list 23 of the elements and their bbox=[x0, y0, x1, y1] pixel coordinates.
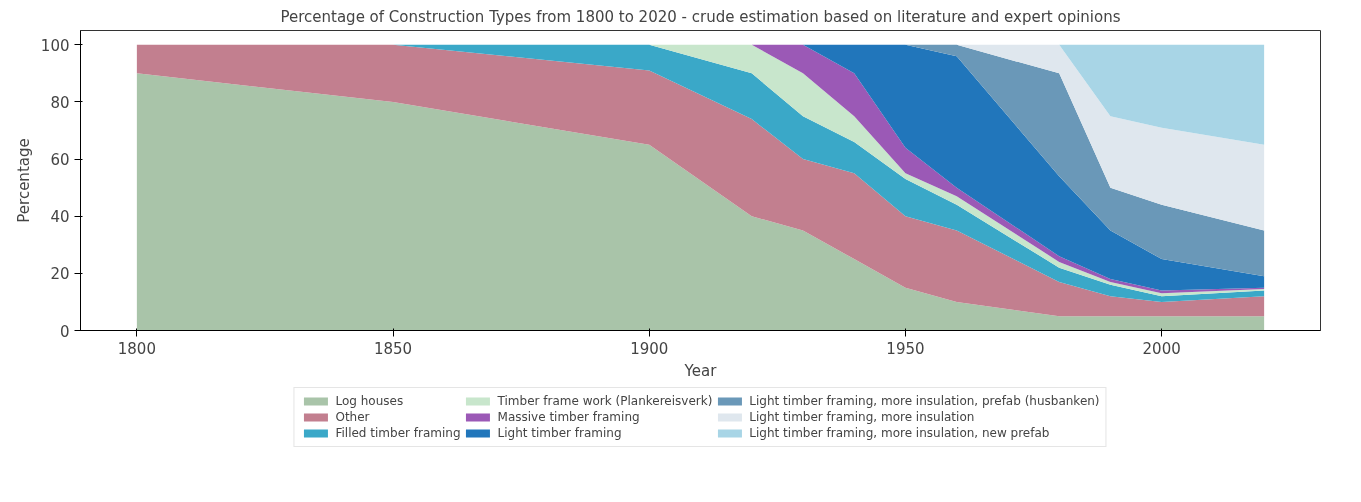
y-tick-label: 40 bbox=[50, 208, 70, 227]
x-tick-label: 1800 bbox=[117, 339, 156, 358]
legend-label: Light timber framing bbox=[497, 426, 622, 440]
x-tick-label: 1950 bbox=[886, 339, 925, 358]
legend-label: Log houses bbox=[335, 394, 404, 408]
y-tick-label: 80 bbox=[50, 93, 70, 112]
legend-label: Timber frame work (Plankereisverk) bbox=[497, 394, 713, 408]
y-tick-label: 60 bbox=[50, 151, 70, 170]
legend-label: Light timber framing, more insulation, prefab (husbanken) bbox=[749, 394, 1100, 408]
legend-label: Filled timber framing bbox=[335, 426, 461, 440]
y-axis-title: Percentage bbox=[14, 138, 33, 223]
legend-label: Massive timber framing bbox=[497, 410, 640, 424]
legend-label: Light timber framing, more insulation, new prefab bbox=[749, 426, 1050, 440]
chart-title: Percentage of Construction Types from 1800 to 2020 - crude estimation based on literature and expert opinions bbox=[280, 7, 1121, 26]
y-tick-label: 0 bbox=[59, 322, 70, 341]
x-tick-label: 2000 bbox=[1142, 339, 1181, 358]
legend-label: Other bbox=[335, 410, 370, 424]
y-tick-label: 20 bbox=[50, 265, 70, 284]
x-axis-title: Year bbox=[683, 361, 718, 380]
x-tick-label: 1900 bbox=[630, 339, 669, 358]
legend-label: Light timber framing, more insulation bbox=[749, 410, 975, 424]
y-tick-label: 100 bbox=[40, 36, 70, 55]
x-tick-label: 1850 bbox=[373, 339, 413, 358]
